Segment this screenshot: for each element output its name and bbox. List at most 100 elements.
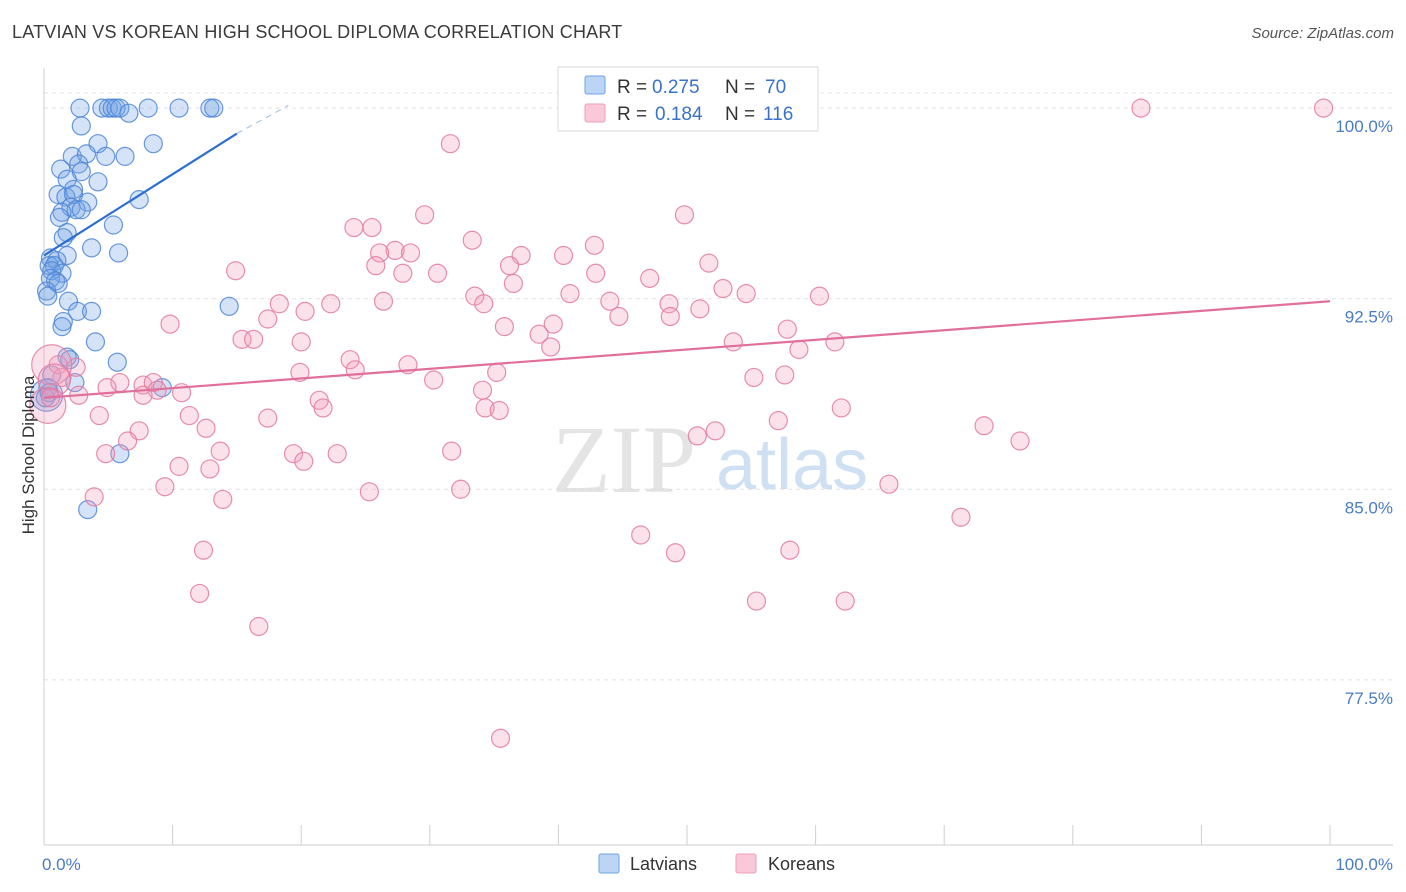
watermark-zip: ZIP [552, 406, 696, 513]
latvian-point [108, 243, 129, 263]
latvian-point [48, 273, 68, 294]
korean-point [359, 482, 379, 502]
latvian-point [219, 296, 239, 316]
korean-point [232, 329, 252, 349]
latvian-point [49, 207, 70, 227]
y-tick-label: 85.0% [1345, 498, 1393, 517]
latvian-point [143, 134, 163, 154]
korean-point [490, 728, 511, 748]
bottom-legend-swatch-koreans [735, 853, 757, 874]
korean-point [442, 441, 462, 461]
korean-point [160, 314, 180, 334]
korean-point [393, 263, 413, 283]
korean-point [313, 398, 333, 418]
korean-point [609, 306, 629, 327]
korean-point [52, 367, 72, 388]
korean-point [1131, 98, 1151, 118]
korean-point [451, 479, 471, 499]
korean-point [295, 301, 315, 321]
korean-point [89, 405, 109, 426]
latvian-point [110, 98, 130, 118]
korean-point [503, 273, 523, 294]
korean-point [474, 294, 494, 314]
korean-point [879, 474, 899, 494]
korean-point [117, 431, 138, 451]
latvian-point [103, 215, 124, 235]
latvian-point [69, 154, 89, 174]
korean-point [362, 217, 382, 238]
korean-point [831, 398, 851, 418]
bottom-legend-label-koreans: Koreans [768, 854, 835, 874]
korean-point [777, 319, 797, 339]
korean-point [327, 444, 347, 464]
korean-point [660, 306, 680, 327]
korean-point [179, 405, 199, 426]
korean-point [835, 591, 855, 611]
legend-r-label-latvians: R = [617, 77, 647, 98]
korean-point [400, 243, 421, 263]
korean-point [258, 309, 278, 329]
x-tick-label: 100.0% [1335, 855, 1393, 874]
bottom-legend-label-latvians: Latvians [630, 854, 697, 874]
latvian-point [56, 187, 76, 207]
latvian-point [88, 172, 108, 192]
korean-point [193, 540, 214, 560]
korean-point [155, 477, 175, 497]
grid-layer [44, 92, 1393, 681]
korean-point [200, 459, 220, 479]
korean-point [640, 268, 660, 288]
korean-point [290, 362, 310, 382]
korean-trend-line [43, 300, 1331, 399]
korean-point [196, 418, 216, 438]
korean-point [499, 256, 520, 276]
korean-point [723, 332, 743, 352]
latvian-point [71, 116, 91, 136]
korean-point [283, 444, 304, 464]
watermark-atlas: atlas [716, 425, 868, 505]
legend-swatch-latvians [584, 75, 606, 95]
korean-point [472, 380, 493, 400]
korean-point [674, 205, 695, 225]
latvian-point [138, 98, 158, 118]
korean-point [345, 360, 365, 380]
korean-point [494, 317, 514, 337]
trend-layer [43, 105, 1331, 399]
latvian-point [38, 286, 58, 306]
latvian-point [52, 263, 72, 283]
latvian-point [52, 317, 72, 337]
korean-point [475, 398, 495, 418]
latvian-point [204, 98, 224, 118]
korean-point [825, 332, 845, 352]
legend-r-label-koreans: R = [617, 104, 647, 125]
korean-point [541, 337, 561, 357]
korean-point [543, 314, 563, 334]
y-tick-label: 92.5% [1345, 308, 1393, 327]
korean-point [321, 294, 341, 314]
latvian-point [52, 202, 72, 222]
latvian-point [76, 144, 97, 164]
latvian-point [81, 238, 102, 258]
korean-point [440, 134, 460, 154]
korean-point [489, 400, 509, 421]
korean-point [529, 324, 549, 344]
korean-point [1313, 98, 1334, 118]
latvian-point [70, 98, 90, 118]
bottom-legend-swatch-latvians [598, 853, 620, 874]
latvian-trend-extension [236, 105, 289, 135]
korean-point [366, 256, 386, 276]
latvian-point [66, 200, 86, 220]
korean-point [244, 329, 264, 349]
korean-point [344, 217, 364, 238]
korean-point [600, 291, 620, 311]
korean-point [487, 362, 507, 382]
axis-layer: 100.0% 92.5% 85.0% 77.5% 0.0% 100.0% [42, 68, 1393, 874]
korean-point [789, 339, 809, 360]
watermark: ZIP atlas [552, 406, 868, 513]
latvian-point [85, 332, 106, 352]
korean-point [586, 263, 606, 283]
legend-r-latvians: 0.275 [652, 77, 700, 98]
korean-point [370, 243, 390, 263]
latvian-point [119, 103, 139, 123]
korean-point [84, 487, 104, 507]
korean-point [775, 365, 795, 385]
